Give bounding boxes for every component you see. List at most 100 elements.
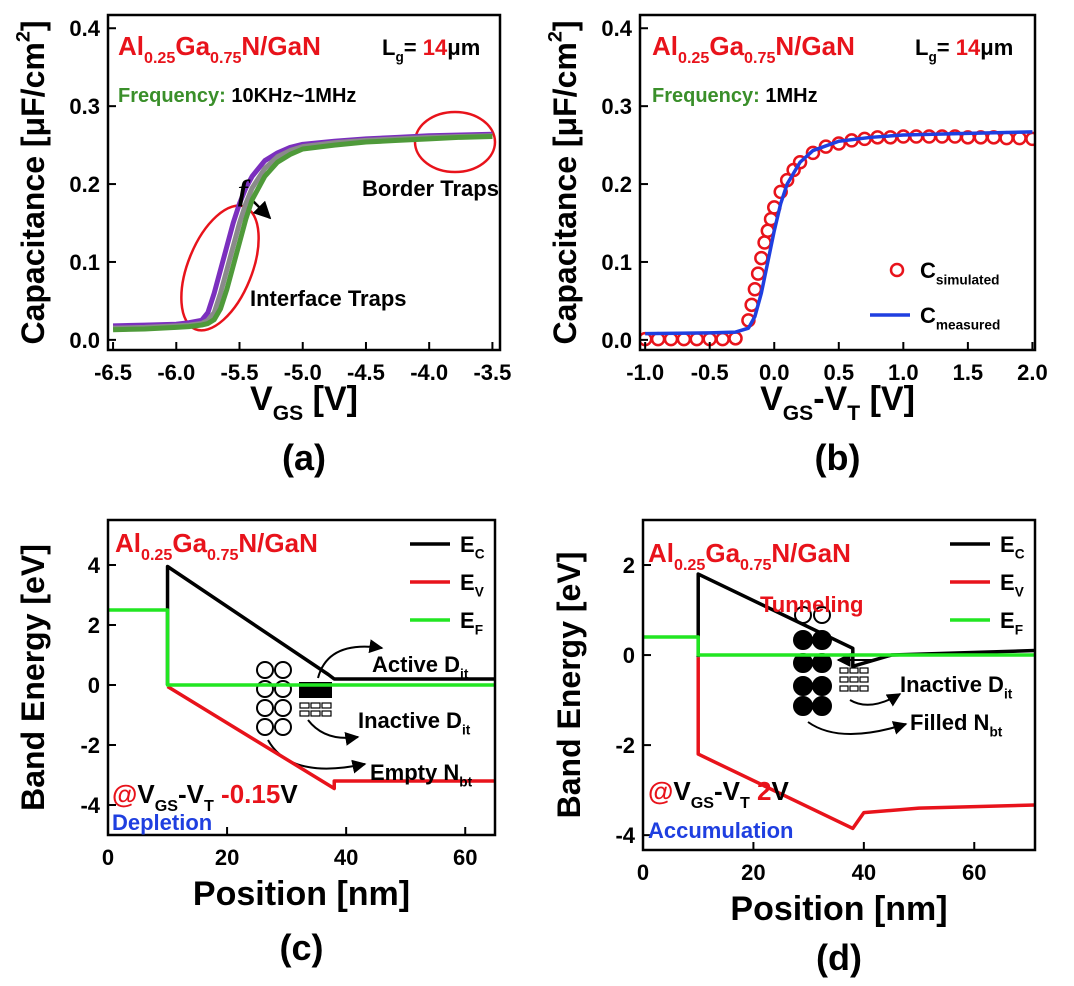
text-part: 2 [750,776,772,806]
marker [1025,131,1035,147]
text-part: Position [nm] [730,890,947,928]
legend-label: EF [1000,608,1023,638]
text-part: -0.15 [214,779,281,809]
traps-d [793,606,908,735]
text-part: V [250,380,273,418]
x-tick-label: -6.5 [94,360,132,385]
text-part: g [395,50,403,65]
y-tick-label: -2 [615,733,635,758]
annotation: Inactive Dit [358,708,471,738]
marker [750,266,766,281]
plot-area [108,564,495,791]
text-part: [V] [860,380,915,418]
text-part: bt [459,775,472,790]
legend-label: EC [460,532,485,562]
text-part: L [915,35,928,60]
marker [757,235,772,250]
x-tick-label: 0 [102,845,114,870]
y-axis-label: Capacitance [μF/cm2] [13,20,51,344]
text-part: L [382,35,395,60]
curve [108,608,495,687]
y-axis-label: Band Energy [eV] [551,552,587,819]
annotation: Al0.25Ga0.75N/GaN [652,31,855,67]
text-part: GS [691,794,715,812]
panel-label: (d) [816,937,862,978]
text-part: Inactive D [358,708,462,733]
text-part: Interface Traps [250,286,407,311]
y-tick-label: 0 [88,673,100,698]
marker [689,331,705,347]
y-tick-label: 2 [623,553,635,578]
legend-label: EV [460,570,484,600]
marker [921,129,937,144]
plot-area [112,131,493,333]
frame [106,518,497,837]
text-part: 0.25 [674,556,705,574]
text-part: Al [652,31,678,61]
text-part: E [1000,570,1015,595]
plot-area [640,129,1035,347]
text-part: simulated [936,273,1000,288]
y-axis-label: Capacitance [μF/cm2] [545,20,583,344]
x-tick-label: 0.5 [823,360,854,385]
text-part: E [460,532,475,557]
text-part: E [460,570,475,595]
text-part: C [475,547,485,562]
text-part: 10KHz~1MHz [231,85,356,107]
x-axis-label: VGS-VT [V] [760,380,915,425]
text-part: V [280,779,298,809]
annotation: @VGS-VT -0.15V [112,779,298,815]
text-part: Tunneling [760,592,863,617]
y-tick-label: 0.1 [69,250,100,275]
text-part: Inactive D [900,672,1004,697]
x-tick-label: 40 [852,860,876,885]
text-part: 0.75 [210,49,241,67]
annotation: Al0.25Ga0.75N/GaN [648,538,851,574]
x-axis-label: Position [nm] [193,875,410,913]
frame [638,13,1037,352]
text-part: Position [nm] [193,875,410,913]
marker [728,331,743,346]
text-part: Al [648,538,674,568]
text-part: V [137,779,155,809]
text-part: Capacitance [μF/cm [15,42,51,344]
annotation: Al0.25Ga0.75N/GaN [115,528,318,564]
x-tick-label: -6.0 [157,360,195,385]
marker [792,154,808,170]
text-part: V [772,776,790,806]
x-tick-label: 1.5 [953,360,984,385]
plot-area [643,572,1035,831]
legend-label: EV [1000,570,1024,600]
panel-label: (b) [815,437,861,478]
x-tick-label: -5.0 [284,360,322,385]
text-part: N/GaN [771,538,850,568]
legend-marker [889,262,905,278]
x-axis-label: Position [nm] [730,890,947,928]
text-part: 0.25 [678,49,709,67]
annotation: Interface Traps [250,286,407,311]
text-part: f [238,174,251,207]
text-part: Border Traps [362,176,499,201]
text-part: @ [648,776,673,806]
curve [166,685,495,791]
y-tick-label: 4 [88,553,101,578]
text-part: N/GaN [238,528,317,558]
y-tick-label: 0.2 [69,172,100,197]
x-tick-label: 0 [637,860,649,885]
frame [641,518,1037,852]
annotation: Active Dit [372,652,469,682]
text-part: measured [936,318,1000,333]
text-part: V [673,776,691,806]
frame [106,13,502,352]
text-part: Ga [705,538,740,568]
text-part: N/GaN [775,31,854,61]
legend-label: Csimulated [920,258,1000,288]
text-part: μm [447,35,480,60]
text-part: Capacitance [μF/cm [547,42,583,344]
text-part: T [204,797,214,815]
text-part: Accumulation [648,818,793,843]
y-tick-label: 0 [623,643,635,668]
text-part: E [1000,532,1015,557]
text-part: Frequency: [118,85,231,107]
text-part: T [740,794,750,812]
